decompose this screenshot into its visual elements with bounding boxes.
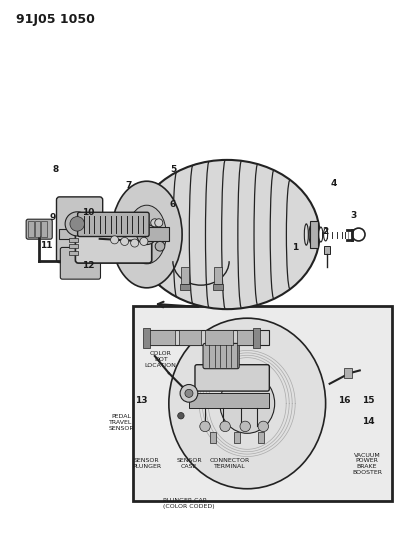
FancyBboxPatch shape	[60, 247, 100, 279]
FancyBboxPatch shape	[203, 343, 239, 369]
Bar	[69, 238, 77, 242]
Circle shape	[136, 224, 156, 245]
Text: COLOR
DOT
LOCATION: COLOR DOT LOCATION	[144, 351, 176, 368]
Bar	[188, 393, 269, 408]
Circle shape	[257, 421, 268, 432]
Text: VACUUM
POWER
BRAKE
BOOSTER: VACUUM POWER BRAKE BOOSTER	[351, 453, 381, 475]
Circle shape	[219, 421, 230, 432]
Circle shape	[150, 219, 158, 227]
Text: 12: 12	[82, 261, 95, 270]
Ellipse shape	[219, 374, 274, 433]
Circle shape	[65, 212, 89, 236]
Text: 11: 11	[40, 241, 53, 249]
Bar	[178, 330, 200, 345]
Bar	[323, 246, 329, 254]
Bar	[34, 221, 40, 237]
Bar	[180, 284, 189, 290]
Circle shape	[177, 413, 184, 419]
Bar	[210, 432, 215, 443]
Circle shape	[140, 237, 148, 246]
Circle shape	[110, 236, 118, 244]
Text: 9: 9	[49, 213, 55, 222]
Bar	[258, 432, 263, 443]
Bar	[310, 221, 318, 248]
Ellipse shape	[111, 181, 182, 288]
Bar	[213, 284, 223, 290]
Bar	[69, 251, 77, 255]
Text: 14: 14	[361, 417, 373, 425]
Bar	[205, 330, 233, 345]
Circle shape	[199, 421, 210, 432]
Ellipse shape	[134, 160, 319, 309]
Bar	[132, 306, 391, 501]
Text: PLUNGER CAP
(COLOR CODED): PLUNGER CAP (COLOR CODED)	[162, 498, 214, 509]
Text: 6: 6	[169, 200, 176, 208]
Text: 16: 16	[337, 397, 349, 405]
FancyBboxPatch shape	[194, 365, 269, 391]
Bar	[148, 330, 174, 345]
Bar	[69, 244, 77, 248]
Text: 13: 13	[135, 397, 148, 405]
Text: SENSOR
PLUNGER: SENSOR PLUNGER	[132, 458, 161, 469]
Text: 8: 8	[52, 165, 59, 174]
Text: 4: 4	[330, 180, 336, 188]
Text: 3: 3	[350, 212, 356, 220]
FancyBboxPatch shape	[57, 197, 102, 263]
Text: SENSOR
CASE: SENSOR CASE	[176, 458, 201, 469]
Text: 5: 5	[170, 165, 176, 174]
Text: 2: 2	[322, 228, 328, 236]
Bar	[144, 227, 168, 241]
Bar	[148, 330, 269, 345]
Text: 91J05 1050: 91J05 1050	[16, 13, 95, 26]
Bar	[28, 221, 34, 237]
Text: 7: 7	[125, 181, 132, 190]
Text: CONNECTOR
TERMINAL: CONNECTOR TERMINAL	[209, 458, 249, 469]
Bar	[214, 266, 222, 284]
FancyBboxPatch shape	[75, 231, 151, 263]
Bar	[41, 221, 47, 237]
Bar	[237, 330, 253, 345]
Circle shape	[70, 216, 84, 231]
Bar	[142, 328, 150, 348]
Circle shape	[155, 241, 164, 251]
Bar	[343, 368, 351, 378]
Circle shape	[120, 237, 128, 246]
Bar	[253, 328, 260, 348]
Ellipse shape	[127, 205, 166, 264]
Ellipse shape	[168, 318, 325, 489]
FancyBboxPatch shape	[26, 219, 52, 239]
Text: PEDAL
TRAVEL
SENSOR: PEDAL TRAVEL SENSOR	[108, 414, 134, 431]
Circle shape	[154, 219, 162, 227]
Circle shape	[180, 384, 197, 402]
Text: 10: 10	[82, 208, 94, 216]
Text: 15: 15	[361, 397, 373, 405]
Circle shape	[130, 239, 138, 247]
Circle shape	[184, 389, 192, 398]
Bar	[180, 266, 188, 284]
Bar	[234, 432, 239, 443]
Text: 1: 1	[292, 244, 298, 252]
Bar	[59, 229, 148, 239]
FancyBboxPatch shape	[77, 212, 149, 237]
Circle shape	[239, 421, 250, 432]
